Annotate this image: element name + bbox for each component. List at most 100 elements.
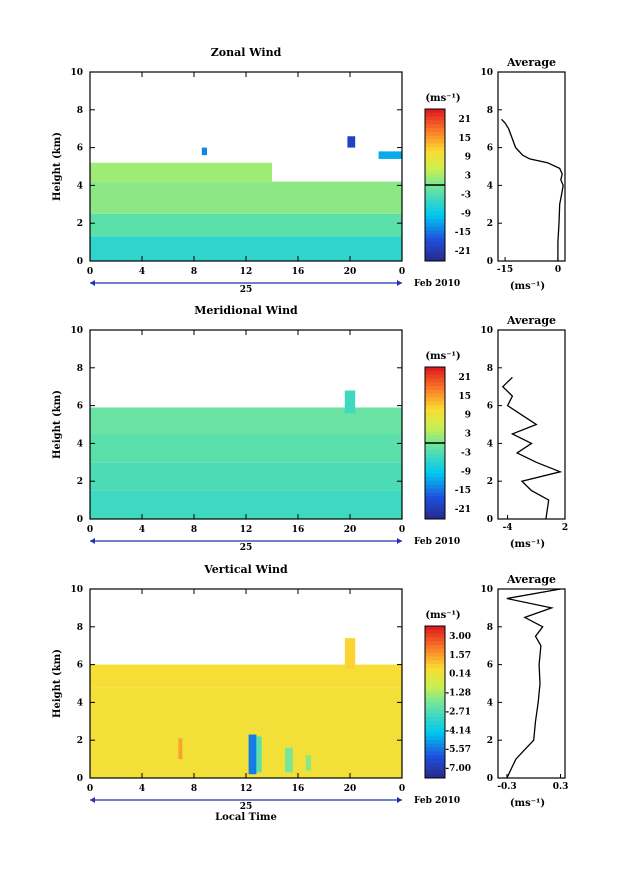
y-tick-label: 4: [77, 181, 83, 191]
x-tick-label: 0: [399, 784, 405, 794]
colorbar-segment: [425, 150, 445, 156]
colorbar-segment: [425, 679, 445, 684]
colorbar-segment: [425, 443, 445, 448]
colorbar-segment: [425, 747, 445, 752]
colorbar-segment: [425, 147, 445, 152]
colorbar-segment: [425, 128, 445, 133]
colorbar-segment: [425, 667, 445, 673]
y-tick-label: 6: [77, 661, 83, 671]
average-y-tick-label: 10: [480, 68, 493, 78]
colorbar-segment: [425, 439, 445, 444]
colorbar-tick-label: -21: [455, 505, 471, 515]
colorbar-segment: [425, 698, 445, 703]
colorbar-segment: [425, 686, 445, 692]
colorbar-segment: [425, 477, 445, 482]
colorbar-tick-label: -5.57: [445, 745, 471, 755]
x-tick-label: 0: [87, 784, 93, 794]
colorbar-segment: [425, 656, 445, 661]
colorbar-segment: [425, 401, 445, 406]
colorbar-segment: [425, 249, 445, 254]
colorbar-segment: [425, 652, 445, 657]
x-tick-label: 16: [292, 784, 305, 794]
y-axis-label: Height (km): [52, 132, 63, 201]
colorbar-segment: [425, 386, 445, 391]
colorbar-segment: [425, 469, 445, 474]
colorbar-segment: [425, 465, 445, 471]
heatmap-region: [248, 734, 257, 775]
average-x-tick-label: 0.3: [553, 782, 569, 792]
colorbar-tick-label: -15: [455, 486, 471, 496]
y-tick-label: 10: [70, 326, 83, 336]
average-unit-label: (ms⁻¹): [510, 539, 545, 550]
colorbar-tick-label: 3.00: [449, 632, 471, 642]
date-bar-arrow-left: [90, 280, 95, 286]
x-tick-label: 4: [139, 267, 145, 277]
colorbar-segment: [425, 427, 445, 433]
colorbar-segment: [425, 424, 445, 429]
date-bar-arrow-right: [397, 538, 402, 544]
plot-title: Zonal Wind: [211, 46, 282, 59]
heatmap-region: [90, 181, 402, 214]
colorbar-tick-label: 1.57: [449, 651, 471, 661]
x-tick-label: 20: [344, 267, 357, 277]
colorbar-tick-label: 0.14: [449, 670, 471, 680]
average-x-tick-label: 2: [562, 523, 568, 533]
colorbar-tick-label: 15: [458, 134, 471, 144]
colorbar-segment: [425, 253, 445, 258]
day-label: 25: [240, 285, 253, 295]
colorbar-segment: [425, 770, 445, 775]
average-profile-line: [506, 588, 561, 779]
date-bar-arrow-left: [90, 538, 95, 544]
average-y-tick-label: 4: [487, 698, 493, 708]
x-tick-label: 0: [87, 525, 93, 535]
average-y-tick-label: 6: [487, 661, 493, 671]
colorbar-segment: [425, 109, 445, 114]
y-axis-label: Height (km): [52, 649, 63, 718]
colorbar-segment: [425, 488, 445, 493]
heatmap-region: [347, 136, 356, 148]
colorbar-segment: [425, 626, 445, 631]
heatmap-region: [90, 462, 402, 491]
colorbar-segment: [425, 515, 445, 520]
date-bar-arrow-right: [397, 797, 402, 803]
colorbar-tick-label: 9: [465, 411, 471, 421]
plot-title: Meridional Wind: [194, 304, 298, 317]
colorbar-segment: [425, 721, 445, 726]
colorbar-segment: [425, 766, 445, 771]
month-label: Feb 2010: [414, 279, 460, 289]
colorbar-segment: [425, 120, 445, 125]
colorbar-segment: [425, 200, 445, 205]
x-tick-label: 16: [292, 525, 305, 535]
heatmap-region: [201, 147, 207, 156]
colorbar-segment: [425, 496, 445, 501]
y-tick-label: 2: [77, 219, 83, 229]
colorbar-segment: [425, 755, 445, 760]
colorbar-segment: [425, 503, 445, 509]
average-y-tick-label: 4: [487, 181, 493, 191]
colorbar-segment: [425, 713, 445, 718]
x-tick-label: 0: [399, 267, 405, 277]
colorbar-segment: [425, 257, 445, 262]
colorbar-segment: [425, 188, 445, 194]
average-profile-line: [501, 118, 564, 261]
x-tick-label: 8: [191, 525, 197, 535]
colorbar-segment: [425, 435, 445, 440]
colorbar-segment: [425, 633, 445, 638]
colorbar-segment: [425, 204, 445, 209]
heatmap-region: [285, 747, 293, 773]
colorbar-segment: [425, 378, 445, 383]
x-tick-label: 0: [399, 525, 405, 535]
colorbar-segment: [425, 374, 445, 379]
x-tick-label: 20: [344, 525, 357, 535]
average-y-tick-label: 10: [480, 326, 493, 336]
colorbar-segment: [425, 416, 445, 421]
colorbar-segment: [425, 660, 445, 665]
average-x-tick-label: -0.3: [497, 782, 516, 792]
colorbar-segment: [425, 637, 445, 642]
colorbar-segment: [425, 740, 445, 745]
colorbar-segment: [425, 162, 445, 167]
average-title: Average: [506, 314, 556, 327]
colorbar-segment: [425, 181, 445, 186]
colorbar-segment: [425, 177, 445, 182]
